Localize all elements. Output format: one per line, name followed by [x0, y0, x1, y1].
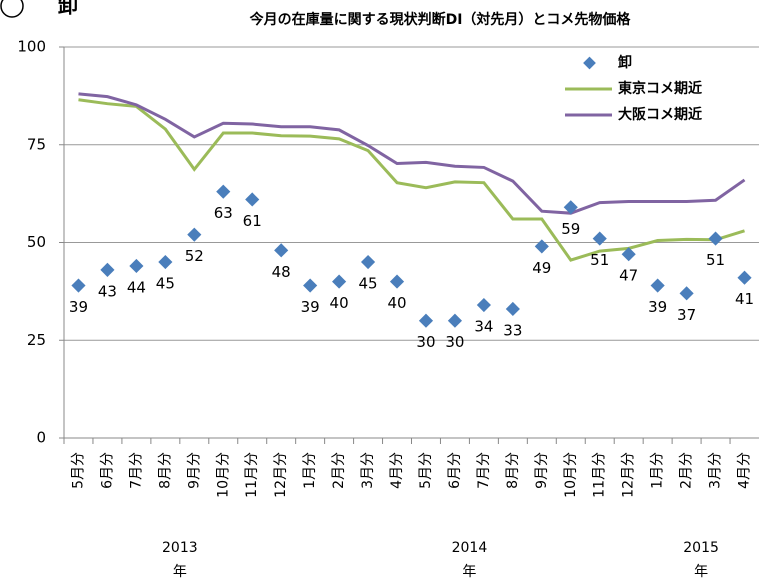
x-tick-label: 6月分: [99, 452, 115, 489]
data-label: 49: [532, 259, 551, 277]
data-label: 43: [98, 282, 117, 300]
data-label: 48: [272, 263, 291, 281]
y-tick-label: 25: [27, 331, 46, 349]
x-tick-label: 1月分: [650, 452, 666, 489]
marker: [534, 239, 549, 254]
x-tick-label: 11月分: [592, 452, 608, 498]
marker: [621, 247, 636, 262]
y-tick-label: 0: [36, 429, 46, 447]
data-label: 45: [156, 275, 175, 293]
legend-marker: [583, 56, 596, 70]
data-label: 44: [127, 278, 146, 296]
marker: [158, 254, 173, 270]
marker: [592, 231, 607, 246]
data-label: 33: [503, 321, 522, 339]
marker: [129, 258, 144, 274]
marker: [274, 243, 289, 258]
marker: [505, 301, 520, 317]
year-label: 2013: [162, 540, 198, 556]
marker: [708, 231, 723, 246]
data-label: 51: [706, 251, 725, 269]
data-label: 51: [590, 251, 609, 269]
legend-label: 東京コメ期近: [618, 80, 702, 97]
marker: [650, 278, 665, 293]
x-tick-label: 8月分: [157, 452, 173, 489]
data-label: 40: [387, 294, 406, 312]
x-tick-label: 12月分: [621, 452, 637, 498]
marker: [100, 262, 115, 277]
x-tick-label: 2月分: [331, 452, 347, 489]
legend-label: 卸: [618, 54, 632, 71]
year-unit: 年: [173, 564, 187, 580]
marker: [360, 254, 376, 270]
x-tick-label: 6月分: [447, 452, 463, 489]
x-tick-label: 2月分: [679, 452, 695, 489]
x-tick-label: 9月分: [186, 452, 202, 489]
data-label: 39: [648, 298, 667, 316]
marker: [476, 297, 491, 313]
x-tick-label: 3月分: [360, 452, 376, 489]
x-tick-label: 4月分: [737, 452, 753, 489]
x-tick-label: 5月分: [70, 452, 86, 489]
marker: [737, 270, 752, 285]
x-tick-label: 5月分: [418, 452, 434, 489]
panel-badge: [0, 0, 24, 18]
x-tick-label: 12月分: [273, 452, 289, 498]
legend-label: 大阪コメ期近: [618, 106, 702, 123]
data-label: 37: [677, 306, 696, 324]
marker: [216, 184, 231, 199]
marker: [389, 274, 405, 289]
marker: [332, 274, 347, 289]
data-label: 63: [214, 204, 233, 222]
series-line: [78, 98, 745, 262]
year-label: 2015: [683, 540, 719, 556]
data-label: 39: [69, 298, 88, 316]
marker: [71, 278, 86, 293]
data-label: 45: [359, 275, 378, 293]
year-unit: 年: [694, 564, 708, 580]
data-label: 41: [735, 290, 754, 308]
marker: [447, 313, 463, 328]
x-tick-label: 4月分: [389, 452, 405, 489]
marker: [187, 227, 202, 242]
x-tick-label: 8月分: [505, 452, 521, 489]
x-tick-label: 10月分: [563, 452, 579, 498]
data-label: 30: [445, 333, 464, 351]
data-label: 47: [619, 267, 638, 285]
series-line: [78, 92, 746, 215]
y-tick-label: 50: [27, 233, 46, 251]
x-tick-label: 9月分: [534, 452, 550, 489]
marker: [418, 313, 434, 328]
panel-label: 卸: [58, 0, 78, 18]
data-label: 52: [185, 247, 204, 265]
data-label: 59: [561, 220, 580, 238]
marker: [303, 278, 318, 293]
data-label: 40: [330, 294, 349, 312]
y-tick-label: 100: [17, 38, 46, 56]
year-label: 2014: [452, 540, 488, 556]
marker: [245, 192, 260, 207]
data-label: 30: [416, 333, 435, 351]
x-tick-label: 7月分: [476, 452, 492, 489]
data-label: 39: [301, 298, 320, 316]
marker: [563, 200, 578, 215]
marker: [679, 286, 694, 301]
y-tick-label: 75: [27, 135, 46, 153]
data-label: 61: [243, 212, 262, 230]
x-tick-label: 11月分: [244, 452, 260, 498]
x-tick-label: 3月分: [708, 452, 724, 489]
x-tick-label: 7月分: [128, 452, 144, 489]
data-label: 34: [474, 318, 493, 336]
year-unit: 年: [462, 564, 476, 580]
x-tick-label: 1月分: [302, 452, 318, 489]
x-tick-label: 10月分: [215, 452, 231, 498]
chart-title: 今月の在庫量に関する現状判断DI（対先月）とコメ先物価格: [249, 11, 632, 28]
